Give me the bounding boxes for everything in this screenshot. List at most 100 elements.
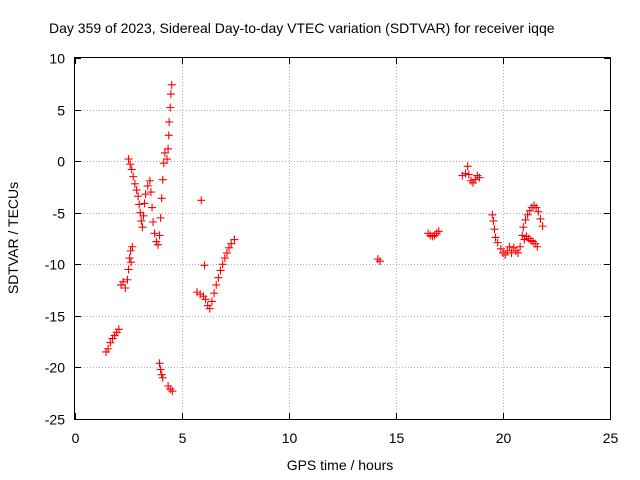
- data-point: [127, 165, 136, 174]
- data-point: [205, 304, 214, 313]
- data-point: [519, 223, 528, 232]
- data-point: [141, 190, 150, 199]
- data-point: [200, 261, 209, 270]
- x-tick-label: 20: [496, 430, 512, 446]
- x-axis-label: GPS time / hours: [287, 457, 394, 473]
- data-point: [124, 155, 133, 164]
- x-tick-label: 5: [179, 430, 187, 446]
- data-point: [148, 203, 157, 212]
- data-point: [165, 117, 174, 126]
- y-tick-label: -5: [53, 206, 66, 222]
- data-point: [123, 275, 132, 284]
- data-point: [222, 248, 231, 257]
- data-point: [230, 235, 239, 244]
- data-point: [463, 162, 472, 171]
- data-point: [121, 284, 130, 293]
- data-point: [159, 159, 168, 168]
- data-point: [227, 239, 236, 248]
- data-point: [155, 359, 164, 368]
- data-point: [140, 199, 149, 208]
- data-point: [158, 373, 167, 382]
- data-point: [214, 273, 223, 282]
- data-point: [490, 225, 499, 234]
- data-point: [207, 297, 216, 306]
- data-point: [164, 131, 173, 140]
- data-point: [167, 80, 176, 89]
- data-point: [156, 213, 165, 222]
- data-point: [149, 217, 158, 226]
- data-point: [201, 295, 210, 304]
- y-tick-label: -20: [45, 360, 65, 376]
- data-point: [496, 244, 505, 253]
- data-point: [530, 201, 539, 210]
- data-point: [464, 170, 473, 179]
- data-point: [166, 90, 175, 99]
- data-point: [145, 176, 154, 185]
- data-point: [430, 231, 439, 240]
- data-point: [160, 148, 169, 157]
- data-point: [536, 214, 545, 223]
- y-tick-label: -10: [45, 257, 65, 273]
- data-point: [137, 216, 146, 225]
- data-point: [166, 103, 175, 112]
- y-tick-label: 10: [49, 51, 65, 67]
- y-tick-label: -25: [45, 412, 65, 428]
- data-point: [212, 280, 221, 289]
- data-point: [168, 387, 177, 396]
- data-point: [475, 173, 484, 182]
- y-axis-label: SDTVAR / TECUs: [5, 182, 21, 294]
- data-point: [534, 207, 543, 216]
- data-point: [538, 222, 547, 231]
- data-point: [130, 179, 139, 188]
- data-point: [197, 196, 206, 205]
- data-point: [513, 248, 522, 257]
- data-point: [157, 194, 166, 203]
- data-point: [104, 344, 113, 353]
- data-point: [128, 242, 137, 251]
- y-tick-label: 5: [57, 103, 65, 119]
- data-point: [129, 172, 138, 181]
- x-tick-label: 25: [603, 430, 619, 446]
- data-point: [155, 231, 164, 240]
- data-point: [488, 210, 497, 219]
- x-tick-label: 15: [389, 430, 405, 446]
- y-tick-label: -15: [45, 309, 65, 325]
- data-point: [516, 242, 525, 251]
- chart-title: Day 359 of 2023, Sidereal Day-to-day VTE…: [49, 20, 555, 36]
- data-point: [473, 171, 482, 180]
- data-point: [216, 266, 225, 275]
- data-point: [164, 144, 173, 153]
- data-point: [491, 233, 500, 242]
- data-point: [158, 175, 167, 184]
- data-point: [126, 160, 135, 169]
- data-point: [210, 289, 219, 298]
- x-tick-label: 0: [72, 430, 80, 446]
- data-point: [518, 231, 527, 240]
- data-point: [124, 265, 133, 274]
- data-point: [163, 155, 172, 164]
- data-point: [119, 277, 128, 286]
- data-point: [434, 227, 443, 236]
- data-point: [523, 210, 532, 219]
- grid-lines: [75, 58, 610, 419]
- data-point: [225, 243, 234, 252]
- plot-frame: [74, 57, 611, 420]
- data-point: [521, 215, 530, 224]
- data-points: [102, 80, 547, 396]
- data-point: [533, 242, 542, 251]
- data-point: [220, 254, 229, 263]
- data-point: [126, 246, 135, 255]
- data-point: [156, 365, 165, 374]
- data-point: [127, 258, 136, 267]
- data-point: [150, 229, 159, 238]
- data-point: [106, 338, 115, 347]
- data-point: [138, 223, 147, 232]
- data-point: [471, 175, 480, 184]
- data-point: [499, 248, 507, 257]
- data-point: [466, 176, 475, 185]
- data-point: [114, 325, 123, 334]
- data-point: [493, 238, 502, 247]
- data-point: [154, 240, 163, 249]
- data-point: [135, 200, 144, 209]
